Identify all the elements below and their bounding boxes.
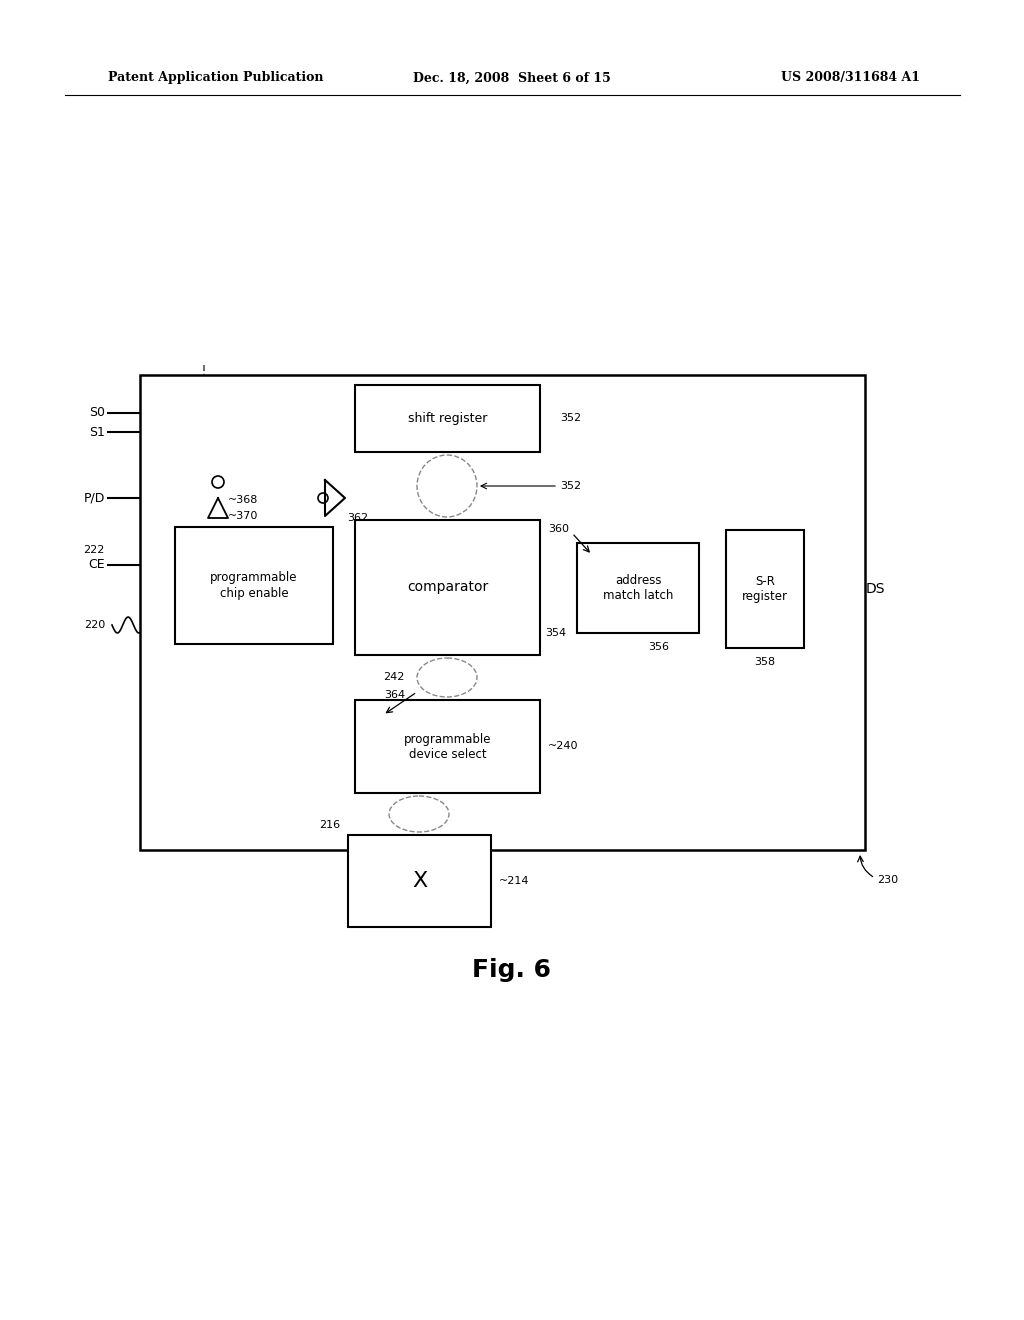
Text: CE: CE — [88, 558, 105, 572]
Bar — [175, 527, 333, 644]
Polygon shape — [325, 480, 345, 516]
Text: shift register: shift register — [408, 412, 487, 425]
Text: Dec. 18, 2008  Sheet 6 of 15: Dec. 18, 2008 Sheet 6 of 15 — [413, 71, 611, 84]
Text: 360: 360 — [548, 524, 569, 535]
Text: 352: 352 — [560, 480, 582, 491]
Text: 222: 222 — [84, 545, 105, 554]
Bar — [355, 385, 540, 451]
Text: 242: 242 — [384, 672, 406, 682]
Bar — [140, 375, 865, 850]
Text: DS: DS — [866, 582, 886, 597]
Text: S1: S1 — [89, 425, 105, 438]
Text: comparator: comparator — [407, 581, 488, 594]
Text: S0: S0 — [89, 407, 105, 420]
Bar — [726, 531, 804, 648]
Bar — [355, 700, 540, 793]
Text: X: X — [412, 871, 427, 891]
Text: 364: 364 — [384, 690, 406, 700]
Text: US 2008/311684 A1: US 2008/311684 A1 — [781, 71, 920, 84]
Text: S-R
register: S-R register — [742, 576, 788, 603]
Text: programmable
device select: programmable device select — [403, 733, 492, 760]
Text: ~240: ~240 — [548, 741, 579, 751]
Bar — [348, 836, 490, 927]
Text: 230: 230 — [877, 875, 898, 884]
Text: 362: 362 — [347, 513, 368, 523]
Text: Fig. 6: Fig. 6 — [472, 958, 552, 982]
Text: 356: 356 — [648, 642, 669, 652]
Bar — [577, 543, 699, 634]
Text: ~368: ~368 — [228, 495, 258, 506]
Text: 352: 352 — [560, 413, 582, 422]
Polygon shape — [208, 498, 228, 517]
Text: address
match latch: address match latch — [603, 574, 673, 602]
Text: 354: 354 — [545, 628, 566, 638]
Text: 216: 216 — [318, 820, 340, 830]
Text: programmable
chip enable: programmable chip enable — [210, 572, 298, 599]
Text: ~370: ~370 — [228, 511, 258, 521]
Text: Patent Application Publication: Patent Application Publication — [108, 71, 324, 84]
Text: 358: 358 — [755, 657, 775, 667]
Text: 220: 220 — [84, 620, 105, 630]
Bar — [355, 520, 540, 655]
Text: P/D: P/D — [84, 491, 105, 504]
Text: ~214: ~214 — [499, 876, 529, 886]
